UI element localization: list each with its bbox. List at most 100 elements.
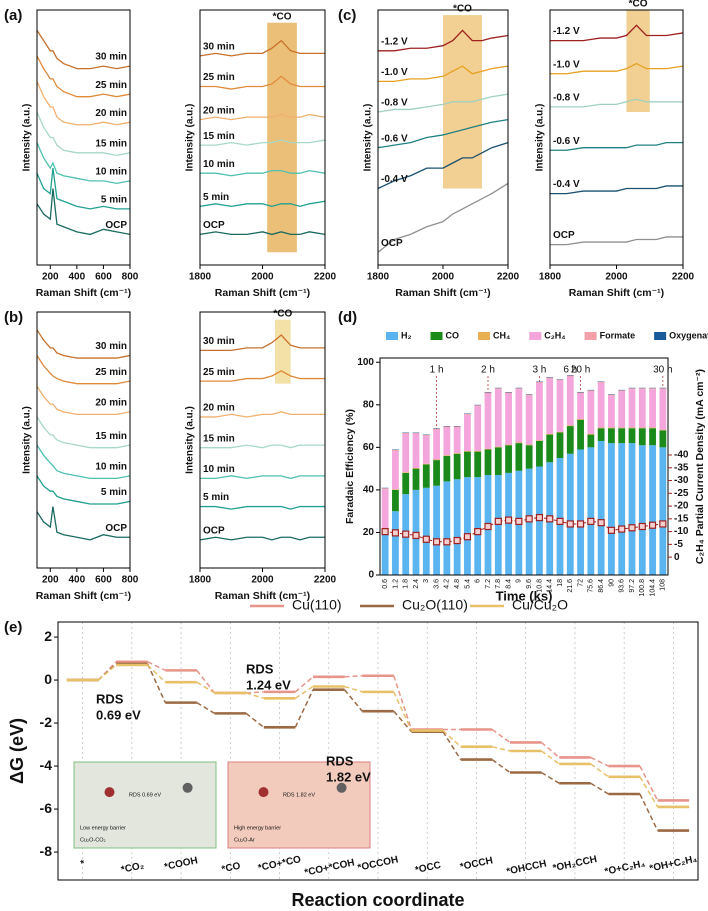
- curve-label: 10 min: [203, 464, 235, 475]
- bar-segment: [556, 457, 564, 575]
- spectrum: [36, 168, 130, 210]
- curve-label: -1.2 V: [381, 36, 408, 47]
- spectrum: [200, 370, 325, 382]
- legend-swatch: [584, 332, 597, 340]
- bar-segment: [474, 405, 482, 407]
- x-axis-label: Raman Shift (cm⁻¹): [569, 287, 664, 299]
- curve-label: OCP: [553, 230, 575, 241]
- bar-segment: [536, 440, 543, 467]
- inset-caption: Cu₂O-CO₂: [80, 837, 106, 843]
- y-tick-label: 20: [363, 527, 375, 538]
- x-axis-label: Raman Shift (cm⁻¹): [36, 287, 131, 299]
- current-marker: [587, 517, 595, 525]
- x-tick-label: 100.8: [639, 579, 646, 597]
- spectrum: [377, 141, 509, 190]
- bar-segment: [618, 428, 626, 444]
- annotation: *CO: [273, 11, 292, 22]
- curve-label: 20 min: [203, 105, 235, 116]
- bar-segment: [608, 428, 615, 444]
- curve-label: 25 min: [203, 72, 235, 83]
- y-tick-label: 40: [363, 485, 375, 496]
- current-marker: [453, 536, 461, 545]
- current-marker: [504, 516, 513, 524]
- curve-label: 15 min: [95, 138, 127, 149]
- bar-segment: [525, 394, 533, 396]
- highlight: [275, 319, 291, 384]
- x-tick-label: 72: [577, 579, 584, 587]
- x-tick-label: 2200: [497, 272, 520, 283]
- bar-segment: [474, 406, 482, 451]
- x-tick-label: 3.6: [433, 579, 440, 589]
- bar-segment: [474, 451, 482, 478]
- annotation: *CO: [629, 0, 648, 10]
- y-axis-label: ΔG (eV): [7, 718, 27, 784]
- curve-label: OCP: [203, 525, 225, 536]
- current-marker: [402, 530, 410, 538]
- current-marker: [515, 517, 523, 525]
- connector: [343, 689, 363, 712]
- bar-segment: [484, 448, 492, 450]
- bar-segment: [474, 477, 482, 575]
- bar-segment: [587, 447, 595, 575]
- bar-segment: [453, 479, 461, 575]
- bar-segment: [649, 427, 656, 429]
- current-marker: [607, 526, 616, 534]
- x-tick-label: 2000: [605, 272, 628, 283]
- bar-segment: [453, 453, 461, 480]
- y-tick-label: -2: [40, 714, 53, 730]
- curve-label: OCP: [105, 523, 127, 534]
- bar-segment: [392, 511, 399, 575]
- bar-segment: [556, 432, 564, 458]
- inset-caption: Cu₂O-Ar: [234, 837, 255, 843]
- curve-label: 25 min: [203, 367, 235, 378]
- connector: [491, 758, 511, 774]
- bar-segment: [628, 389, 636, 428]
- spectrum: [199, 113, 326, 121]
- spectrum: [377, 119, 509, 149]
- spectrum: [36, 416, 131, 449]
- bar-segment: [597, 428, 605, 441]
- x-tick-label: *CO+*COH: [304, 857, 356, 878]
- bar-segment: [618, 391, 626, 428]
- time-mark: 6 h: [563, 365, 577, 376]
- y-tick-label: -25: [674, 488, 689, 499]
- legend-label: H₂: [401, 330, 412, 340]
- x-tick-label: 4.2: [444, 579, 451, 589]
- bar-segment: [392, 489, 399, 512]
- connector: [294, 685, 314, 699]
- bar-segment: [649, 428, 656, 446]
- bar-segment: [392, 449, 399, 451]
- spectrum: [200, 334, 325, 352]
- x-tick-label: 2200: [314, 272, 337, 283]
- time-mark: 1 h: [430, 365, 444, 376]
- bar-segment: [433, 429, 440, 460]
- curve-label: -0.6 V: [381, 133, 408, 144]
- bar-segment: [659, 447, 667, 575]
- x-tick-label: 1800: [189, 272, 212, 283]
- bar-segment: [412, 467, 420, 469]
- inset: [227, 761, 371, 849]
- bar-segment: [505, 444, 512, 446]
- curve-label: 15 min: [95, 431, 127, 442]
- bar-segment: [515, 443, 523, 471]
- curve-label: 30 min: [203, 336, 235, 347]
- bar-segment: [505, 445, 512, 473]
- bar-segment: [422, 436, 430, 464]
- legend-label: Cu(110): [292, 597, 342, 613]
- legend-swatch: [654, 332, 667, 340]
- y-tick-label: -8: [40, 843, 53, 859]
- current-marker: [546, 515, 554, 523]
- connector: [540, 741, 560, 759]
- x-tick-label: 18: [557, 579, 564, 587]
- legend-label: Formate: [600, 330, 636, 340]
- highlight: [267, 22, 297, 253]
- current-marker: [422, 535, 430, 543]
- curve-label: 20 min: [95, 397, 127, 408]
- x-tick-label: 1.8: [403, 579, 410, 589]
- current-marker: [638, 522, 646, 531]
- curve-label: 10 min: [203, 159, 235, 170]
- spectrum: [36, 329, 131, 359]
- current-marker: [535, 513, 544, 522]
- x-tick-label: 800: [122, 575, 139, 586]
